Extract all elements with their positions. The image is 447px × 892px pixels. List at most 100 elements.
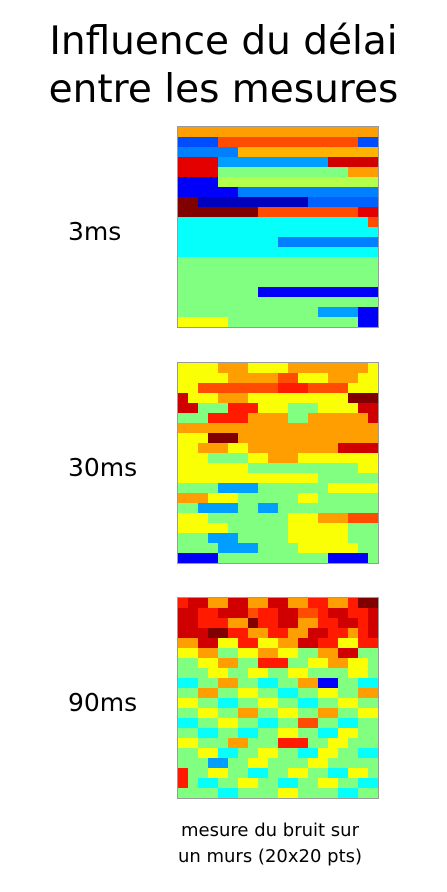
heatmap-cell xyxy=(178,483,188,493)
heatmap-cell xyxy=(338,748,348,758)
heatmap-cell xyxy=(228,738,238,748)
heatmap-cell xyxy=(238,237,248,247)
heatmap-cell xyxy=(348,227,358,237)
heatmap-cell xyxy=(268,453,278,463)
heatmap-cell xyxy=(278,648,288,658)
heatmap-cell xyxy=(358,483,368,493)
heatmap-cell xyxy=(268,247,278,257)
heatmap-cell xyxy=(218,618,228,628)
heatmap-cell xyxy=(208,207,218,217)
heatmap-cell xyxy=(228,493,238,503)
heatmap-cell xyxy=(238,513,248,523)
heatmap-cell xyxy=(278,403,288,413)
heatmap-cell xyxy=(288,277,298,287)
heatmap-cell xyxy=(298,618,308,628)
heatmap-cell xyxy=(338,788,348,798)
heatmap-cell xyxy=(278,287,288,297)
heatmap-cell xyxy=(288,463,298,473)
heatmap-cell xyxy=(208,708,218,718)
heatmap-cell xyxy=(188,543,198,553)
heatmap-cell xyxy=(348,543,358,553)
heatmap-cell xyxy=(298,277,308,287)
heatmap-cell xyxy=(368,137,378,147)
heatmap-cell xyxy=(218,443,228,453)
heatmap-cell xyxy=(368,393,378,403)
caption-line-2: un murs (20x20 pts) xyxy=(177,846,363,867)
heatmap-cell xyxy=(258,698,268,708)
heatmap-cell xyxy=(218,658,228,668)
heatmap-cell xyxy=(218,533,228,543)
heatmap-cell xyxy=(278,738,288,748)
heatmap-cell xyxy=(258,207,268,217)
heatmap-cell xyxy=(228,658,238,668)
heatmap-cell xyxy=(218,373,228,383)
heatmap-cell xyxy=(268,698,278,708)
heatmap-cell xyxy=(208,413,218,423)
heatmap-cell xyxy=(218,197,228,207)
heatmap-cell xyxy=(318,543,328,553)
heatmap-cell xyxy=(208,473,218,483)
heatmap-cell xyxy=(298,257,308,267)
heatmap-cell xyxy=(238,698,248,708)
heatmap-cell xyxy=(328,227,338,237)
heatmap-cell xyxy=(188,788,198,798)
heatmap-cell xyxy=(198,177,208,187)
heatmap-cell xyxy=(328,748,338,758)
title-line-2: entre les mesures xyxy=(48,67,399,112)
heatmap-cell xyxy=(368,197,378,207)
heatmap-cell xyxy=(308,758,318,768)
heatmap-cell xyxy=(208,493,218,503)
heatmap-cell xyxy=(188,648,198,658)
heatmap-cell xyxy=(368,177,378,187)
heatmap-cell xyxy=(238,648,248,658)
heatmap-cell xyxy=(178,533,188,543)
heatmap-cell xyxy=(328,383,338,393)
heatmap-cell xyxy=(368,728,378,738)
heatmap-cell xyxy=(288,678,298,688)
heatmap-cell xyxy=(238,247,248,257)
heatmap-cell xyxy=(188,698,198,708)
heatmap-cell xyxy=(218,127,228,137)
heatmap-cell xyxy=(208,157,218,167)
heatmap-cell xyxy=(198,393,208,403)
heatmap-cell xyxy=(348,708,358,718)
heatmap-cell xyxy=(248,668,258,678)
heatmap-90ms-svg xyxy=(178,598,378,798)
heatmap-cell xyxy=(268,708,278,718)
heatmap-cell xyxy=(328,297,338,307)
heatmap-cell xyxy=(358,678,368,688)
heatmap-cell xyxy=(298,608,308,618)
heatmap-cell xyxy=(358,768,368,778)
heatmap-cell xyxy=(198,207,208,217)
heatmap-cell xyxy=(328,628,338,638)
heatmap-cell xyxy=(368,648,378,658)
heatmap-cell xyxy=(358,267,368,277)
heatmap-cell xyxy=(178,738,188,748)
heatmap-cell xyxy=(258,688,268,698)
heatmap-cell xyxy=(258,393,268,403)
heatmap-cell xyxy=(348,383,358,393)
heatmap-cell xyxy=(238,383,248,393)
heatmap-cell xyxy=(358,373,368,383)
heatmap-cell xyxy=(288,688,298,698)
heatmap-cell xyxy=(188,197,198,207)
heatmap-cell xyxy=(208,503,218,513)
heatmap-cell xyxy=(208,543,218,553)
heatmap-cell xyxy=(188,217,198,227)
heatmap-cell xyxy=(338,698,348,708)
heatmap-cell xyxy=(278,758,288,768)
heatmap-cell xyxy=(178,473,188,483)
heatmap-cell xyxy=(268,758,278,768)
heatmap-cell xyxy=(238,598,248,608)
heatmap-cell xyxy=(368,748,378,758)
heatmap-cell xyxy=(288,628,298,638)
heatmap-cell xyxy=(238,738,248,748)
heatmap-cell xyxy=(198,127,208,137)
heatmap-cell xyxy=(218,513,228,523)
heatmap-cell xyxy=(188,383,198,393)
heatmap-cell xyxy=(318,648,328,658)
heatmap-cell xyxy=(238,277,248,287)
heatmap-cell xyxy=(288,383,298,393)
heatmap-cell xyxy=(268,788,278,798)
heatmap-cell xyxy=(258,307,268,317)
